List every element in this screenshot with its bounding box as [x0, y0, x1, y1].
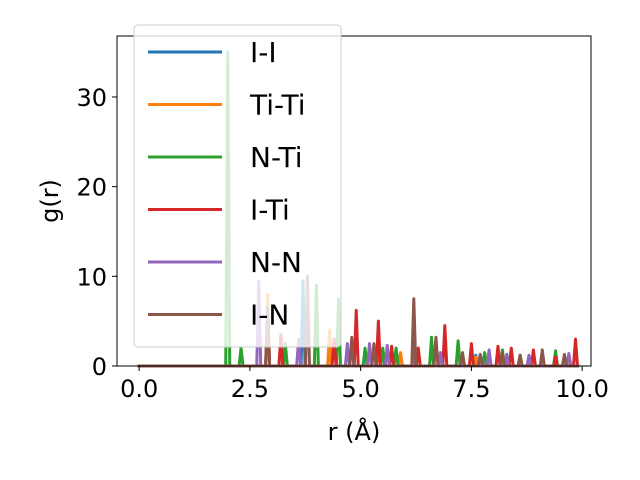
legend: I-I Ti-Ti N-Ti I-Ti N-N I-N: [133, 24, 342, 348]
legend-label: N-Ti: [250, 141, 303, 174]
y-axis-label: g(r): [36, 179, 64, 223]
x-tick-label: 7.5: [452, 375, 490, 403]
x-axis: 0.0 2.5 5.0 7.5 10.0: [120, 366, 609, 403]
legend-label: I-Ti: [250, 194, 290, 227]
y-tick-label: 0: [92, 353, 107, 381]
x-tick-label: 5.0: [342, 375, 380, 403]
legend-label: I-N: [250, 299, 289, 332]
legend-label: Ti-Ti: [249, 89, 306, 122]
plot-frame: [116, 35, 592, 367]
y-axis: 0 10 20 30: [76, 84, 117, 381]
y-tick-label: 10: [76, 263, 107, 291]
x-axis-label: r (Å): [328, 417, 381, 446]
x-tick-label: 10.0: [555, 375, 608, 403]
legend-label: I-I: [250, 36, 277, 69]
series-line-n-n: [137, 279, 580, 368]
x-tick-label: 2.5: [231, 375, 269, 403]
legend-label: N-N: [250, 246, 302, 279]
legend-box: [133, 24, 342, 348]
y-tick-label: 20: [76, 174, 107, 202]
y-tick-label: 30: [76, 84, 107, 112]
x-tick-label: 0.0: [120, 375, 158, 403]
